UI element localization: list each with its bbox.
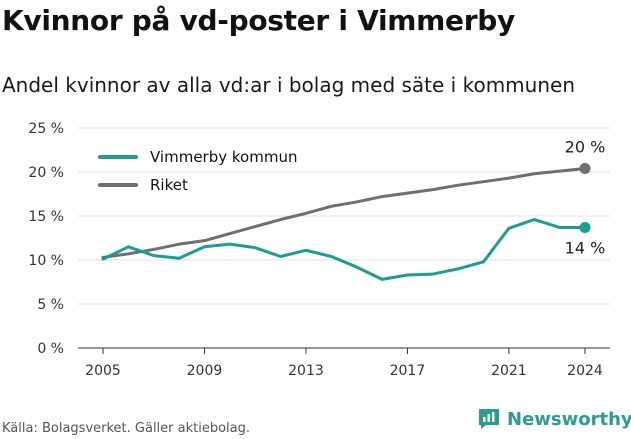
x-tick-label: 2005 [85,363,121,379]
y-tick-label: 0 % [37,341,64,357]
y-tick-label: 25 % [28,121,64,137]
brand-logo: Newsworthy [477,407,631,431]
y-tick-label: 20 % [28,165,64,181]
end-point-riket [579,162,591,174]
newsworthy-logo-icon [479,409,499,429]
source-note: Källa: Bolagsverket. Gäller aktiebolag. [2,421,251,436]
end-point-vimmerby [579,221,591,233]
y-tick-label: 5 % [37,297,64,313]
x-tick-label: 2017 [390,363,426,379]
x-tick-label: 2009 [187,363,223,379]
brand-name: Newsworthy [507,408,631,430]
legend-label: Riket [150,176,188,194]
x-tick-label: 2024 [567,363,603,379]
y-tick-label: 15 % [28,209,64,225]
end-label-vimmerby: 14 % [565,238,606,257]
x-tick-label: 2013 [288,363,324,379]
end-label-riket: 20 % [565,137,606,156]
series-line-riket [101,166,587,259]
chart-subtitle: Andel kvinnor av alla vd:ar i bolag med … [2,73,575,97]
legend-label: Vimmerby kommun [150,148,297,166]
series-line-vimmerby [101,218,587,281]
line-chart: 0 % 5 % 10 % 15 % 20 % 25 % 2005 2009 2013 2017 20… [28,121,610,379]
x-tick-label: 2021 [491,363,527,379]
y-tick-label: 10 % [28,253,64,269]
chart-title: Kvinnor på vd-poster i Vimmerby [2,4,515,37]
